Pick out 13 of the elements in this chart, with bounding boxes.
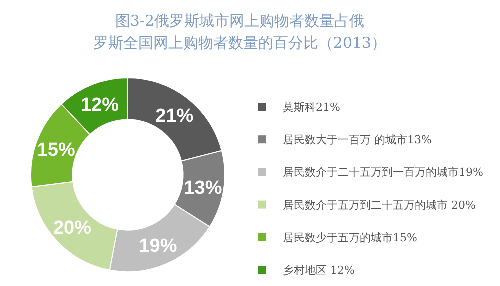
legend-label: 乡村地区 12% [283,264,355,277]
legend-label: 居民数介于二十五万到一百万的城市19% [283,166,484,180]
legend-label: 居民数少于五万的城市15% [283,231,418,244]
legend-label: 莫斯科21% [283,101,340,114]
data-label: 20% [53,218,92,240]
data-label: 21% [156,106,194,127]
data-label: 15% [37,140,76,162]
data-label: 12% [80,95,120,116]
data-label: 13% [184,178,222,199]
chart-title: 图3-2俄罗斯城市网上购物者数量占俄罗斯全国网上购物者数量的百分比（2013） [93,12,387,52]
legend-label: 居民数大于一百万 的城市13% [283,134,432,147]
legend-label: 居民数介于五万到二十五万的城市 20% [283,198,476,212]
data-label: 19% [139,236,178,257]
